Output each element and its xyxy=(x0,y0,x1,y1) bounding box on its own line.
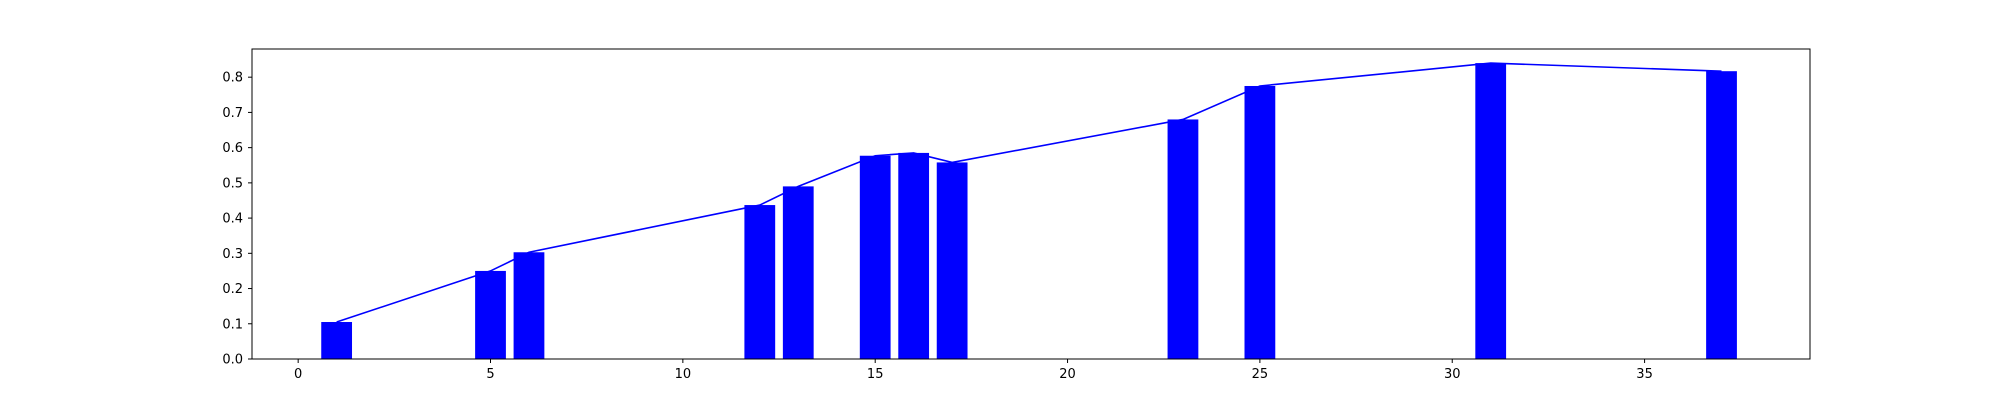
y-tick-label-2: 0.2 xyxy=(222,282,243,297)
bar-4 xyxy=(782,186,814,359)
y-tick-label-3: 0.3 xyxy=(222,247,243,262)
bar-5 xyxy=(859,155,891,359)
x-tick-label-5: 25 xyxy=(1252,367,1269,382)
bars-layer xyxy=(321,63,1737,360)
x-axis-ticks: 0 5 10 15 20 25 30 35 xyxy=(294,359,1653,382)
bar-3 xyxy=(744,205,776,359)
x-tick-label-6: 30 xyxy=(1444,367,1461,382)
y-tick-label-7: 0.7 xyxy=(222,106,243,121)
y-tick-label-8: 0.8 xyxy=(222,71,243,86)
y-axis-ticks: 0.0 0.1 0.2 0.3 0.4 0.5 0.6 0.7 0.8 xyxy=(222,71,252,368)
y-tick-label-5: 0.5 xyxy=(222,176,243,191)
y-tick-label-0: 0.0 xyxy=(222,353,243,368)
x-tick-label-3: 15 xyxy=(867,367,884,382)
bar-9 xyxy=(1244,85,1276,359)
bar-8 xyxy=(1167,119,1199,359)
series-line xyxy=(336,62,1722,323)
x-tick-label-4: 20 xyxy=(1059,367,1076,382)
x-tick-label-1: 5 xyxy=(486,367,494,382)
line-layer xyxy=(336,62,1722,323)
x-tick-label-7: 35 xyxy=(1636,367,1653,382)
y-tick-label-4: 0.4 xyxy=(222,212,243,227)
bar-1 xyxy=(475,270,506,359)
bar-10 xyxy=(1475,63,1507,359)
plot-frame xyxy=(251,48,1811,360)
y-tick-label-1: 0.1 xyxy=(222,317,243,332)
bar-11 xyxy=(1706,71,1737,360)
bar-0 xyxy=(321,322,353,359)
bar-2 xyxy=(513,252,545,359)
axes-layer xyxy=(251,48,1811,360)
x-tick-label-2: 10 xyxy=(675,367,692,382)
x-tick-label-0: 0 xyxy=(294,367,302,382)
bar-6 xyxy=(898,152,930,359)
bar-7 xyxy=(936,162,968,359)
y-tick-label-6: 0.6 xyxy=(222,141,243,156)
